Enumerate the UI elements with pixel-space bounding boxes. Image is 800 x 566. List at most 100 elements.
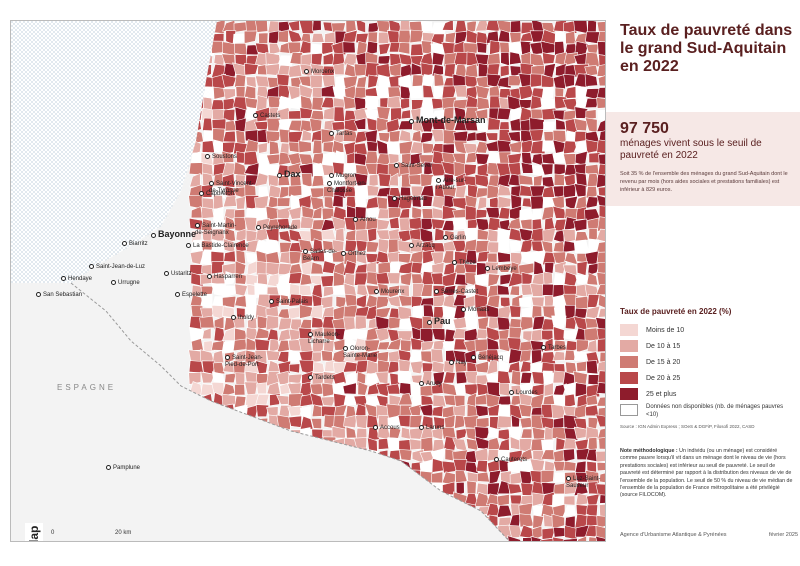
commune-cell xyxy=(301,129,312,142)
commune-cell xyxy=(518,296,532,308)
city-castets[interactable]: Castets xyxy=(253,113,280,120)
city-accous[interactable]: Accous xyxy=(373,425,400,432)
commune-cell xyxy=(333,415,347,431)
city-luz[interactable]: Luz-Saint-Sauveur xyxy=(566,476,601,489)
city-bayonne[interactable]: Bayonne xyxy=(151,230,196,239)
city-pamplune[interactable]: Pamplune xyxy=(106,465,140,472)
city-soustons[interactable]: Soustons xyxy=(205,154,237,161)
city-arudy[interactable]: Arudy xyxy=(419,381,442,388)
city-theze[interactable]: Thèze xyxy=(452,260,476,267)
commune-cell xyxy=(278,151,292,166)
city-urrugne[interactable]: Urrugne xyxy=(111,280,140,287)
city-amou[interactable]: Amou xyxy=(353,217,376,224)
city-mont-de-marsan[interactable]: Mont-de-Marsan xyxy=(409,116,486,125)
city-garlin[interactable]: Garlin xyxy=(443,235,466,242)
city-biarritz[interactable]: Biarritz xyxy=(122,241,148,248)
commune-cell xyxy=(584,73,599,87)
commune-cell xyxy=(366,240,380,253)
city-san-sebastian[interactable]: San Sebastian xyxy=(36,292,82,299)
commune-cell xyxy=(487,117,501,131)
commune-cell xyxy=(587,21,597,34)
city-aire-sur-ladour[interactable]: Aire-sur-l'Adour xyxy=(436,178,467,191)
city-saint-jean-pied[interactable]: Saint-Jean-Pied-de-Port xyxy=(225,355,263,368)
city-la-bastide[interactable]: La Bastide-Clairence xyxy=(186,243,249,250)
city-oloron[interactable]: Oloron-Sainte-Marie xyxy=(343,346,378,359)
city-saint-sever[interactable]: Saint-Sever xyxy=(394,163,432,170)
map[interactable]: ESPAGNE Morcenx Castets Tartas Mont-de-M… xyxy=(10,20,606,542)
city-hendaye[interactable]: Hendaye xyxy=(61,276,92,283)
commune-cell xyxy=(474,141,490,154)
city-lourdes[interactable]: Lourdes xyxy=(509,390,538,397)
commune-cell xyxy=(463,120,479,132)
city-pau[interactable]: Pau xyxy=(427,317,451,326)
city-arzacq[interactable]: Arzacq xyxy=(409,243,435,250)
commune-cell xyxy=(508,449,523,463)
commune-cell xyxy=(529,129,544,142)
commune-cell xyxy=(597,163,605,177)
audap-logo: audap xyxy=(25,523,43,541)
city-espelette[interactable]: Espelette xyxy=(175,292,207,299)
city-mourenx[interactable]: Mourenx xyxy=(374,289,404,296)
city-saint-jean-de-luz[interactable]: Saint-Jean-de-Luz xyxy=(89,264,145,271)
commune-cell xyxy=(576,260,588,276)
commune-cell xyxy=(367,21,381,34)
city-orthez[interactable]: Orthez xyxy=(341,251,366,258)
city-tardets[interactable]: Tardets xyxy=(308,375,335,382)
commune-cell xyxy=(496,284,510,296)
city-saint-martin[interactable]: Saint-Martin-de-Seignanx xyxy=(195,223,237,236)
commune-cell xyxy=(324,359,336,372)
commune-cell xyxy=(309,74,323,89)
commune-cell xyxy=(221,340,236,354)
commune-cell xyxy=(542,370,554,385)
city-peyrehorade[interactable]: Peyrehorade xyxy=(256,225,297,232)
commune-cell xyxy=(408,174,425,186)
commune-cell xyxy=(599,494,605,504)
city-morcenx[interactable]: Morcenx xyxy=(304,69,334,76)
city-morlaas[interactable]: Morlaas xyxy=(461,307,489,314)
commune-cell xyxy=(486,360,498,376)
commune-cell xyxy=(596,515,605,530)
commune-cell xyxy=(255,404,270,418)
city-montfort[interactable]: Montfort-en-Chalosse xyxy=(327,181,367,194)
city-tartas[interactable]: Tartas xyxy=(329,131,352,138)
commune-cell xyxy=(597,338,605,353)
city-hagetmau[interactable]: Hagetmau xyxy=(392,196,427,203)
commune-cell xyxy=(540,537,555,541)
city-cauterets[interactable]: Cauterets xyxy=(494,457,527,464)
commune-cell xyxy=(375,307,392,320)
commune-cell xyxy=(309,118,323,133)
city-benejacq[interactable]: Bénéjacq xyxy=(471,355,503,362)
city-serres-castet[interactable]: Serres-Castet xyxy=(434,289,478,296)
city-mugron[interactable]: Mugron xyxy=(329,173,356,180)
commune-cell xyxy=(596,251,605,265)
choropleth-map xyxy=(11,21,605,541)
commune-cell xyxy=(531,371,545,385)
city-saint-vincent[interactable]: Saint-Vincent-de-Tyrosse xyxy=(209,181,254,194)
commune-cell xyxy=(400,272,413,287)
commune-cell xyxy=(342,382,357,395)
city-nay[interactable]: Nay xyxy=(449,360,467,367)
city-tarbes[interactable]: Tarbes xyxy=(541,345,566,352)
commune-cell xyxy=(518,174,534,186)
city-mauleon[interactable]: Mauléon-Licharre xyxy=(308,332,341,345)
commune-cell xyxy=(552,461,566,472)
commune-cell xyxy=(235,249,246,265)
legend-swatch xyxy=(620,372,638,384)
city-saint-palais[interactable]: Saint-Palais xyxy=(269,299,308,306)
commune-cell xyxy=(324,196,335,210)
city-ustaritz[interactable]: Ustaritz xyxy=(164,271,191,278)
city-hasparren[interactable]: Hasparren xyxy=(207,274,242,281)
city-iholdy[interactable]: Iholdy xyxy=(231,315,254,322)
city-capbreton[interactable]: Capbreton xyxy=(199,191,234,198)
city-dax[interactable]: Dax xyxy=(277,170,301,179)
commune-cell xyxy=(244,85,256,100)
commune-cell xyxy=(188,372,202,385)
commune-cell xyxy=(584,117,598,134)
city-laruns[interactable]: Laruns xyxy=(419,425,444,432)
city-lembeye[interactable]: Lembeye xyxy=(485,266,517,273)
commune-cell xyxy=(553,326,566,341)
commune-cell xyxy=(497,251,511,263)
commune-cell xyxy=(496,494,510,507)
city-salies[interactable]: Salies-de-Béarn xyxy=(303,249,338,262)
commune-cell xyxy=(224,372,237,384)
